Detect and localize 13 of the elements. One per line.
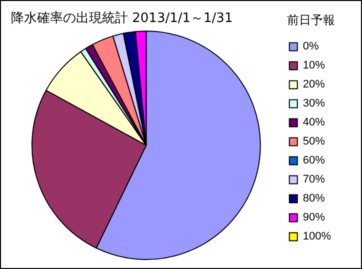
legend-label: 50% [302, 136, 326, 148]
legend-label: 60% [302, 154, 326, 167]
legend-label: 90% [302, 212, 326, 224]
legend-label: 40% [302, 116, 326, 129]
legend-label: 80% [302, 192, 326, 205]
legend-label: 0% [302, 40, 319, 53]
legend-title: 前日予報 [287, 12, 336, 27]
legend-label: 70% [302, 174, 326, 186]
legend-label: 20% [302, 78, 326, 91]
chart-title: 降水確率の出現統計 2013/1/1～1/31 [11, 10, 233, 26]
legend-label: 100% [302, 230, 332, 243]
legend-label: 10% [302, 60, 326, 72]
legend-label: 30% [302, 98, 326, 110]
